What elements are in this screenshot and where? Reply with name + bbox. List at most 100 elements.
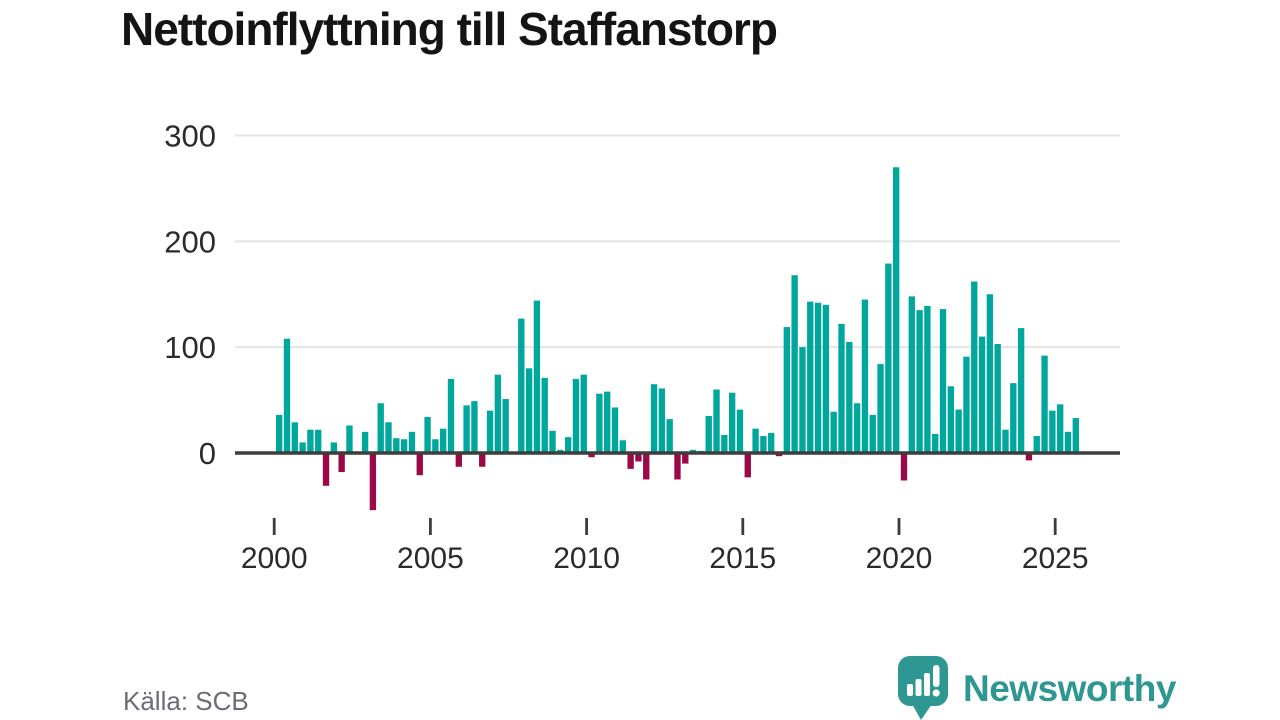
bar-positive <box>705 415 712 453</box>
bar-positive <box>502 399 509 453</box>
y-axis-label: 200 <box>164 224 216 259</box>
bar-positive <box>916 310 923 453</box>
x-axis-label: 2025 <box>1022 542 1089 575</box>
bar-positive <box>986 294 994 453</box>
bar-positive <box>611 407 619 453</box>
bar-positive <box>994 343 1001 453</box>
bar-positive <box>471 401 478 453</box>
x-axis-label: 2020 <box>866 542 933 575</box>
bar-positive <box>846 341 853 453</box>
bar-positive <box>978 336 986 453</box>
bar-positive <box>830 411 837 453</box>
bar-positive <box>440 428 447 453</box>
bar-positive <box>424 417 431 453</box>
bar-positive <box>564 437 572 453</box>
bar-positive <box>721 435 728 453</box>
bar-positive <box>400 439 408 453</box>
source-note: Källa: SCB <box>123 686 249 716</box>
bar-positive <box>877 364 884 453</box>
bar-positive <box>892 167 900 453</box>
x-axis-label: 2005 <box>397 542 464 575</box>
bar-positive <box>533 300 541 453</box>
bar-positive <box>955 409 962 453</box>
bar-positive <box>541 377 548 453</box>
bar-negative <box>900 453 908 481</box>
bar-positive <box>760 436 767 453</box>
bar-positive <box>1010 383 1017 453</box>
bar-positive <box>768 432 775 453</box>
bar-positive <box>736 409 744 453</box>
bar-negative <box>1025 453 1033 461</box>
bar-positive <box>752 428 759 453</box>
bar-positive <box>924 305 931 453</box>
bar-negative <box>643 453 650 480</box>
bar-negative <box>744 453 751 478</box>
bar-positive <box>291 422 298 453</box>
bar-positive <box>971 281 978 453</box>
bar-negative <box>479 453 486 467</box>
bar-positive <box>869 414 876 453</box>
bar-positive <box>525 368 533 453</box>
bar-positive <box>947 386 955 453</box>
bar-negative <box>588 453 595 458</box>
bar-positive <box>822 304 830 453</box>
bar-positive <box>666 419 673 453</box>
bar-positive <box>791 275 798 453</box>
x-axis-label: 2000 <box>241 542 308 575</box>
bar-positive <box>283 338 291 453</box>
y-axis-label: 100 <box>164 330 216 365</box>
bar-positive <box>604 391 611 453</box>
bar-positive <box>377 403 384 453</box>
bar-positive <box>728 392 736 453</box>
bar-positive <box>1017 328 1025 453</box>
bar-positive <box>596 393 603 453</box>
bar-positive <box>447 378 455 453</box>
bar-positive <box>549 430 556 453</box>
bar-positive <box>861 299 869 453</box>
bar-negative <box>682 453 689 464</box>
bar-positive <box>963 356 970 453</box>
bar-negative <box>674 453 681 480</box>
bar-positive <box>885 263 892 453</box>
bar-negative <box>627 453 634 469</box>
bar-negative <box>416 453 423 476</box>
bar-positive <box>783 327 790 453</box>
bar-positive <box>939 309 947 453</box>
bar-positive <box>1057 404 1064 453</box>
bar-positive <box>1064 431 1072 453</box>
bar-negative <box>338 453 345 473</box>
bar-positive <box>908 296 915 453</box>
bar-positive <box>572 378 580 453</box>
bar-positive <box>713 389 720 453</box>
bar-positive <box>650 384 658 453</box>
bar-positive <box>580 374 587 453</box>
bar-positive <box>494 374 502 453</box>
bar-positive <box>432 439 439 453</box>
bar-negative <box>322 453 330 486</box>
bar-positive <box>361 431 369 453</box>
speech-bubble-bar-chart-icon <box>898 656 948 720</box>
bar-positive <box>315 429 322 453</box>
bar-positive <box>838 323 845 453</box>
newsworthy-logo: Newsworthy <box>897 655 1176 720</box>
bar-positive <box>814 302 822 453</box>
x-axis-label: 2015 <box>709 542 776 575</box>
bar-positive <box>799 347 806 453</box>
bar-positive <box>1002 429 1009 453</box>
bar-positive <box>1072 418 1079 453</box>
bar-positive <box>463 405 470 453</box>
bar-negative <box>369 453 377 511</box>
bar-positive <box>486 410 494 453</box>
bar-positive <box>408 431 416 453</box>
x-axis-label: 2010 <box>553 542 620 575</box>
bar-positive <box>307 429 314 453</box>
bar-positive <box>853 403 861 453</box>
newsworthy-logo-text: Newsworthy <box>963 668 1176 709</box>
bar-positive <box>299 442 306 453</box>
y-axis-label: 300 <box>164 119 216 154</box>
bar-positive <box>807 301 814 453</box>
bar-positive <box>1041 355 1048 453</box>
y-axis-label: 0 <box>199 436 216 471</box>
